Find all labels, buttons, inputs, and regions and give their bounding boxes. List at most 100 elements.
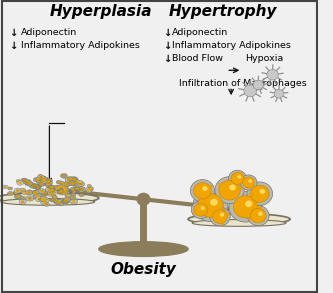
Text: Adiponectin: Adiponectin [172, 28, 228, 37]
Ellipse shape [71, 182, 74, 185]
Ellipse shape [59, 202, 64, 205]
Ellipse shape [37, 186, 39, 188]
Ellipse shape [59, 186, 62, 188]
Ellipse shape [76, 180, 78, 182]
Ellipse shape [73, 185, 78, 188]
Circle shape [250, 208, 266, 223]
Ellipse shape [79, 193, 84, 197]
Ellipse shape [69, 178, 71, 180]
Circle shape [194, 193, 197, 197]
Text: Blood Flow: Blood Flow [172, 54, 223, 63]
Circle shape [201, 206, 205, 210]
Circle shape [193, 183, 211, 199]
Ellipse shape [50, 188, 56, 192]
Circle shape [244, 85, 257, 97]
Ellipse shape [19, 200, 26, 204]
Ellipse shape [66, 184, 69, 186]
Ellipse shape [44, 200, 47, 202]
Ellipse shape [49, 192, 51, 193]
Circle shape [258, 212, 263, 216]
Ellipse shape [37, 175, 45, 180]
Ellipse shape [62, 183, 65, 185]
Ellipse shape [21, 178, 28, 183]
Ellipse shape [39, 176, 46, 180]
Ellipse shape [88, 190, 90, 192]
Ellipse shape [76, 188, 79, 190]
Ellipse shape [45, 181, 52, 185]
Ellipse shape [17, 181, 24, 185]
Ellipse shape [62, 185, 66, 188]
Ellipse shape [85, 187, 93, 192]
Ellipse shape [75, 186, 77, 188]
Ellipse shape [40, 181, 43, 183]
Ellipse shape [36, 185, 40, 188]
Ellipse shape [47, 189, 50, 191]
Text: Hyperplasia: Hyperplasia [49, 4, 152, 19]
Ellipse shape [58, 189, 64, 193]
Ellipse shape [56, 186, 58, 187]
Ellipse shape [16, 180, 21, 183]
Ellipse shape [41, 177, 44, 179]
Circle shape [229, 185, 236, 190]
Ellipse shape [47, 180, 50, 182]
Ellipse shape [60, 190, 63, 192]
Circle shape [247, 182, 273, 205]
Ellipse shape [38, 174, 43, 177]
Circle shape [247, 206, 269, 226]
Ellipse shape [60, 173, 68, 178]
Circle shape [251, 185, 253, 187]
Ellipse shape [51, 190, 58, 195]
Ellipse shape [57, 190, 62, 193]
Ellipse shape [23, 179, 26, 181]
Circle shape [197, 194, 223, 217]
Ellipse shape [22, 190, 24, 193]
Circle shape [240, 175, 257, 190]
Ellipse shape [44, 202, 50, 206]
Ellipse shape [43, 181, 45, 183]
Text: Inflammatory Adipokines: Inflammatory Adipokines [21, 41, 140, 50]
Text: Hypertrophy: Hypertrophy [169, 4, 277, 19]
Ellipse shape [40, 190, 44, 193]
Ellipse shape [36, 195, 39, 197]
Ellipse shape [41, 180, 46, 183]
Ellipse shape [58, 190, 66, 195]
Ellipse shape [36, 180, 41, 183]
Text: ↓: ↓ [163, 28, 171, 38]
Circle shape [218, 191, 222, 194]
Ellipse shape [23, 180, 26, 181]
Circle shape [259, 189, 265, 194]
Ellipse shape [47, 183, 50, 185]
Circle shape [218, 210, 222, 213]
Ellipse shape [13, 191, 19, 195]
Ellipse shape [99, 242, 188, 256]
Ellipse shape [73, 194, 75, 195]
Ellipse shape [57, 199, 62, 202]
Ellipse shape [27, 190, 32, 193]
Ellipse shape [31, 184, 35, 187]
Ellipse shape [4, 186, 7, 188]
Ellipse shape [63, 191, 67, 194]
Ellipse shape [64, 200, 67, 203]
Ellipse shape [35, 191, 40, 194]
Ellipse shape [35, 197, 43, 202]
Ellipse shape [22, 179, 27, 182]
Ellipse shape [38, 189, 46, 194]
Circle shape [237, 175, 241, 179]
Ellipse shape [188, 214, 290, 225]
Ellipse shape [50, 186, 54, 188]
Circle shape [256, 206, 260, 209]
Ellipse shape [45, 198, 47, 200]
Ellipse shape [38, 198, 41, 200]
Ellipse shape [61, 190, 69, 195]
Circle shape [249, 192, 252, 196]
Ellipse shape [41, 176, 46, 179]
Ellipse shape [26, 180, 29, 183]
Ellipse shape [67, 178, 72, 181]
Ellipse shape [70, 199, 78, 204]
Circle shape [226, 213, 229, 216]
Ellipse shape [0, 193, 99, 204]
Ellipse shape [65, 183, 70, 187]
Circle shape [202, 202, 205, 204]
Ellipse shape [90, 188, 92, 189]
Ellipse shape [44, 192, 47, 194]
